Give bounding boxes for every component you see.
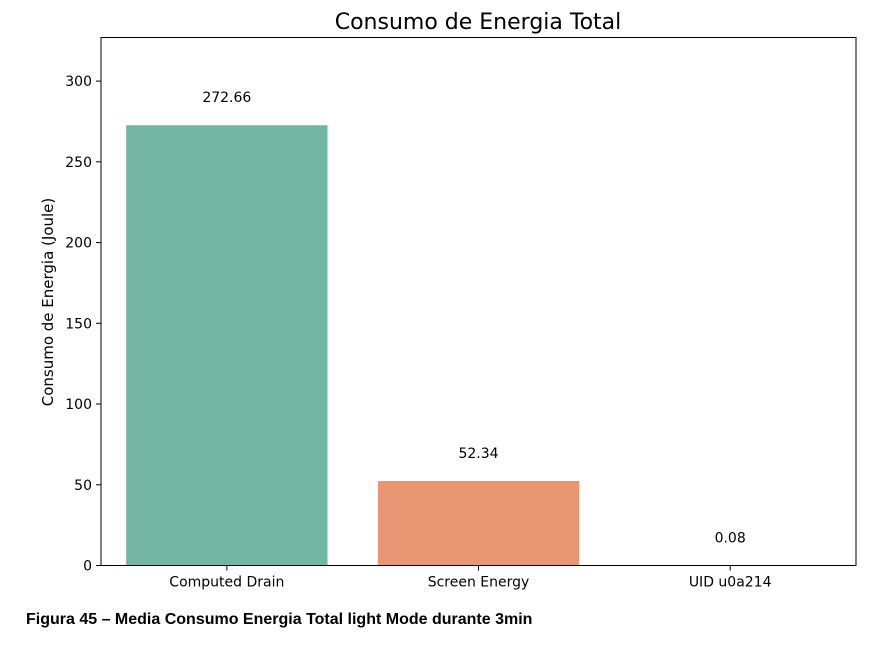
plot-frame [100,37,857,566]
data-label: 52.34 [458,446,498,462]
data-label: 272.66 [202,90,251,106]
y-tick-label: 200 [65,236,92,252]
y-tick-label: 150 [65,316,92,332]
bars: 272.66 52.34 0.08 [126,90,831,566]
y-axis: 0 50 100 150 200 250 300 [65,74,101,575]
bar-computed-drain [126,125,328,566]
y-tick-label: 0 [83,559,92,575]
data-label: 0.08 [715,530,746,546]
x-tick-label: Screen Energy [428,575,530,591]
y-tick-label: 250 [65,155,92,171]
chart-title: Consumo de Energia Total [335,10,622,35]
x-axis: Computed Drain Screen Energy UID u0a214 [169,565,772,591]
x-tick-label: Computed Drain [169,575,284,591]
y-tick-label: 50 [74,478,92,494]
y-tick-label: 100 [65,397,92,413]
y-tick-label: 300 [65,74,92,90]
x-tick-label: UID u0a214 [689,575,772,591]
y-axis-label: Consumo de Energia (Joule) [39,198,57,407]
bar-screen-energy [377,480,580,566]
figure-caption: Figura 45 – Media Consumo Energia Total … [26,611,533,628]
